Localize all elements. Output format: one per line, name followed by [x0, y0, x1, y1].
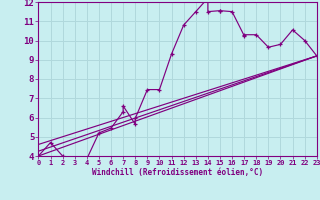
X-axis label: Windchill (Refroidissement éolien,°C): Windchill (Refroidissement éolien,°C) — [92, 168, 263, 177]
